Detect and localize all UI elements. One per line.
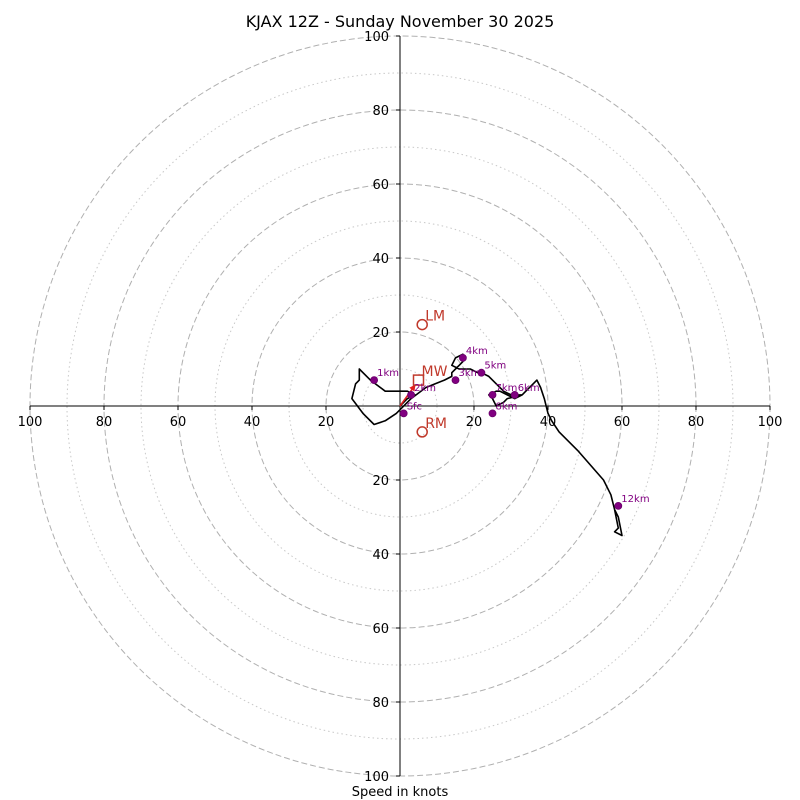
mw-label: MW	[422, 364, 448, 380]
rm-marker	[416, 426, 428, 438]
y-tick-label: 100	[364, 770, 389, 785]
height-point-8km	[488, 409, 497, 418]
y-tick-label: 60	[372, 622, 389, 637]
rm-label: RM	[425, 416, 447, 432]
y-tick-label: 100	[364, 30, 389, 45]
x-tick-label: 60	[614, 415, 631, 430]
chart-title: KJAX 12Z - Sunday November 30 2025	[246, 12, 555, 31]
y-tick-label: 80	[372, 104, 389, 119]
height-point-3km	[451, 376, 460, 385]
y-tick-label: 20	[372, 326, 389, 341]
axis-ticks: 100 80 60 40 20 20 40 60 80 100 100 80 60 40 20 20 40 60 8…	[18, 30, 783, 785]
x-tick-label: 60	[170, 415, 187, 430]
y-tick-label: 60	[372, 178, 389, 193]
height-label-7km: 7km	[496, 383, 518, 394]
x-axis-label: Speed in knots	[352, 785, 449, 800]
x-tick-label: 40	[540, 415, 557, 430]
height-point-1km	[370, 376, 379, 385]
hodograph-line	[351, 353, 623, 537]
lm-marker	[416, 318, 428, 331]
x-tick-label: 40	[244, 415, 261, 430]
height-label-12km: 12km	[621, 494, 649, 505]
height-label-1km: 1km	[377, 368, 399, 379]
height-point-4km	[458, 353, 467, 362]
x-tick-label: 100	[758, 415, 783, 430]
storm-motion-markers: LM MW RM	[399, 309, 448, 438]
y-tick-label: 40	[372, 548, 389, 563]
x-tick-label: 80	[688, 415, 705, 430]
height-point-12km	[614, 501, 623, 510]
height-point-7km	[488, 390, 497, 399]
y-tick-label: 40	[372, 252, 389, 267]
height-point-6km	[510, 390, 519, 399]
x-tick-label: 100	[18, 415, 43, 430]
height-label-2km: 2km	[414, 383, 436, 394]
mean-wind-arrowhead	[409, 384, 416, 392]
hodograph-trace	[351, 353, 623, 537]
height-label-6km: 6km	[518, 383, 540, 394]
height-point-5km	[477, 368, 486, 377]
lm-label: LM	[425, 309, 445, 325]
height-label-sfc: Sfc	[407, 401, 422, 412]
mw-marker	[412, 374, 425, 386]
y-tick-label: 80	[372, 696, 389, 711]
x-tick-label: 20	[466, 415, 483, 430]
y-tick-label: 20	[372, 474, 389, 489]
x-tick-label: 80	[96, 415, 113, 430]
height-label-5km: 5km	[484, 361, 506, 372]
height-point-sfc	[399, 409, 408, 418]
x-tick-label: 20	[318, 415, 335, 430]
height-label-8km: 8km	[496, 401, 518, 412]
height-point-2km	[407, 390, 416, 399]
height-label-4km: 4km	[466, 346, 488, 357]
height-label-3km: 3km	[459, 368, 481, 379]
